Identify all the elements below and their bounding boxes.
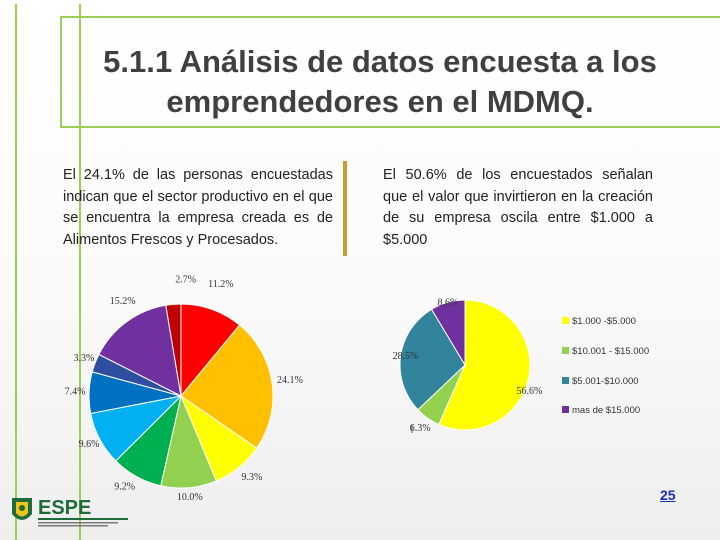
legend-swatch (562, 406, 569, 413)
right-paragraph: El 50.6% de los encuestados señalan que … (383, 167, 653, 248)
slide-title: 5.1.1 Análisis de datos encuesta a los e… (103, 44, 657, 119)
column-divider (343, 161, 347, 256)
legend-label: $1.000 -$5.000 (572, 316, 636, 327)
pie-slice (165, 303, 182, 397)
data-label: 24.1% (277, 375, 303, 386)
data-label: 9.3% (242, 472, 263, 483)
legend-swatch (562, 377, 569, 384)
pie-slice (399, 308, 466, 411)
logo-text: ESPE (38, 497, 91, 519)
legend-swatch (562, 317, 569, 324)
investment-legend: $1.000 -$5.000 $10.001 - $15.000 $5.001-$1… (562, 316, 649, 416)
data-label: 9.2% (114, 481, 135, 492)
decorative-frame-top (60, 16, 720, 128)
decorative-frame-left (15, 4, 81, 540)
espe-logo: ESPE (12, 497, 128, 527)
data-label: 6.3% (410, 423, 431, 434)
legend-label: $5.001-$10.000 (572, 376, 639, 387)
pie-chart-sector: 11.2% 24.1% 9.3% 10.0% 9.2% 9.6% 7.4% 3.3% 15.2%… (65, 275, 303, 503)
pie-chart-investment: 56.6% 6.3% 28.5% 8.6% (393, 298, 543, 434)
pie-slice (98, 304, 182, 397)
legend-label: $10.001 - $15.000 (572, 346, 649, 357)
pie-slice (180, 324, 274, 449)
data-label: 10.0% (177, 492, 203, 503)
slide-number[interactable]: 25 (660, 487, 676, 503)
legend-swatch (562, 347, 569, 354)
pie-slice (430, 299, 466, 367)
data-label: 9.6% (79, 439, 100, 450)
data-label: 3.3% (73, 353, 94, 364)
left-paragraph: El 24.1% de las personas encuestadas ind… (63, 167, 333, 248)
crest-icon (12, 498, 32, 520)
data-label: 11.2% (208, 279, 233, 290)
data-label: 2.7% (175, 275, 196, 286)
data-label: 56.6% (517, 386, 543, 397)
data-label: 8.6% (437, 298, 458, 309)
data-label: 7.4% (65, 386, 86, 397)
data-label: 15.2% (110, 296, 136, 307)
legend-label: mas de $15.000 (572, 405, 640, 416)
pie-slice (438, 299, 531, 431)
data-label: 28.5% (393, 351, 419, 362)
